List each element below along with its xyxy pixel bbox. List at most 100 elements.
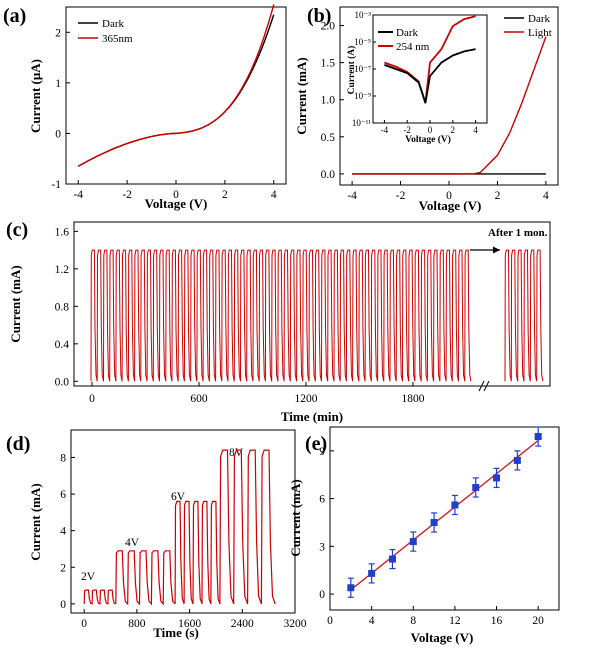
panel-e-data-point xyxy=(513,456,521,464)
panel-d-ytick-label: 0 xyxy=(60,599,66,611)
panel-c-ytick-label: 1.6 xyxy=(55,226,70,238)
panel-d-ylabel: Current (mA) xyxy=(28,483,43,560)
panel-e-ytick-label: 9 xyxy=(319,446,325,458)
panel-d-xtick-label: 800 xyxy=(128,618,146,630)
panel-a-ytick-label: 2 xyxy=(55,27,61,39)
panel-e-ytick-label: 6 xyxy=(319,494,325,506)
inset-ylabel: Current (A) xyxy=(346,46,357,95)
panel-c-xtick-label: 1200 xyxy=(295,393,318,405)
voltage-label-2v: 2V xyxy=(81,571,96,583)
series-inset-dark xyxy=(384,48,476,104)
panel-d-ytick-label: 2 xyxy=(60,562,66,574)
panel-c-xtick-label: 600 xyxy=(190,393,208,405)
inset-xtick-label: -4 xyxy=(381,125,389,135)
panel-c-frame xyxy=(73,221,551,387)
panel-e-xtick-label: 16 xyxy=(491,615,503,627)
series-d-8v xyxy=(219,449,276,605)
panel-a-ytick-label: -1 xyxy=(51,179,61,191)
panel-a-xtick-label: -2 xyxy=(122,189,132,201)
panel-a-label: (a) xyxy=(3,5,26,27)
series-a-365nm xyxy=(77,4,275,167)
axis-break-mark-2 xyxy=(483,380,490,392)
panel-e-data-point xyxy=(534,433,542,441)
panel-c-xlabel: Time (min) xyxy=(281,409,343,424)
panel-d-xtick-label: 0 xyxy=(81,618,87,630)
panel-b-xtick-label: 0 xyxy=(446,190,452,202)
panel-c-xtick-label: 1800 xyxy=(402,393,425,405)
inset-ytick-label: 10⁻⁹ xyxy=(354,91,371,101)
legend-a-dark-label: Dark xyxy=(102,18,124,30)
panel-e-xtick-label: 4 xyxy=(369,615,375,627)
panel-a-xtick-label: -4 xyxy=(73,189,83,201)
panel-e-fit-line xyxy=(350,439,539,591)
legend-b-dark-label: Dark xyxy=(528,13,550,25)
legend-a-365-label: 365nm xyxy=(102,33,133,45)
panel-e-data-point xyxy=(388,555,396,563)
panel-a-ytick-label: 0 xyxy=(55,128,61,140)
series-b-light xyxy=(352,36,547,175)
panel-e-data-point xyxy=(472,483,480,491)
panel-b-label: (b) xyxy=(307,5,331,27)
panel-c-ytick-label: 0.8 xyxy=(55,301,70,313)
inset-ytick-label: 10⁻⁵ xyxy=(354,37,371,47)
panel-b-ytick-label: 1.0 xyxy=(321,95,336,107)
panel-d-ytick-label: 6 xyxy=(60,489,66,501)
panel-b-ytick-label: 2.0 xyxy=(321,21,336,33)
inset-legend-254-label: 254 nm xyxy=(396,41,430,53)
inset-xlabel: Voltage (V) xyxy=(405,134,451,145)
panel-a-frame xyxy=(65,6,287,185)
series-c-cycles xyxy=(90,249,472,382)
panel-b-ytick-label: 0.0 xyxy=(321,169,336,181)
voltage-label-4v: 4V xyxy=(125,537,140,549)
panel-d-frame xyxy=(70,429,296,614)
panel-e-data-point xyxy=(368,569,376,577)
panel-c-ytick-label: 0.4 xyxy=(55,339,70,351)
panel-e-ytick-label: 0 xyxy=(319,589,325,601)
panel-c-ytick-label: 1.2 xyxy=(55,264,70,276)
inset-ytick-label: 10⁻¹¹ xyxy=(352,118,371,128)
panel-b-ytick-label: 0.5 xyxy=(321,132,336,144)
panel-d-xtick-label: 3200 xyxy=(284,618,307,630)
panel-e-data-point xyxy=(409,538,417,546)
panel-b-xtick-label: -2 xyxy=(396,190,406,202)
panel-d-ytick-label: 8 xyxy=(60,452,66,464)
panel-e-xtick-label: 20 xyxy=(532,615,544,627)
panel-e-xtick-label: 0 xyxy=(327,615,333,627)
inset-ytick-label: 10⁻⁷ xyxy=(354,64,371,74)
panel-e-xlabel: Voltage (V) xyxy=(411,630,474,645)
panel-d-label: (d) xyxy=(6,433,30,455)
panel-b-xtick-label: -4 xyxy=(347,190,357,202)
panel-c-ytick-label: 0.0 xyxy=(55,376,70,388)
inset-xtick-label: -2 xyxy=(403,125,411,135)
panel-e-data-point xyxy=(347,584,355,592)
panel-d-ytick-label: 4 xyxy=(60,526,66,538)
series-c-cycles-after-1mon xyxy=(504,249,544,382)
panel-c-label: (c) xyxy=(6,219,28,241)
panel-e-xtick-label: 8 xyxy=(410,615,416,627)
panel-a-ylabel: Current (μA) xyxy=(28,59,43,133)
panel-b-xlabel: Voltage (V) xyxy=(419,198,482,213)
panel-c-xtick-label: 0 xyxy=(89,393,95,405)
panel-b-ytick-label: 1.5 xyxy=(321,58,336,70)
panel-d-xtick-label: 2400 xyxy=(231,618,254,630)
panel-c-ylabel: Current (mA) xyxy=(8,265,23,342)
inset-xtick-label: 4 xyxy=(473,125,478,135)
panel-a-xlabel: Voltage (V) xyxy=(145,196,208,211)
panel-e-ylabel: Current (mA) xyxy=(288,479,303,556)
inset-ytick-label: 10⁻³ xyxy=(355,10,372,20)
legend-b-light-label: Light xyxy=(528,27,552,39)
panel-d-xlabel: Time (s) xyxy=(153,625,199,640)
panel-e-label: (e) xyxy=(305,433,327,455)
inset-legend-dark-label: Dark xyxy=(396,27,418,39)
panel-b-ylabel: Current (mA) xyxy=(294,57,309,134)
panel-c-arrowhead xyxy=(493,246,500,254)
panel-b-xtick-label: 2 xyxy=(495,190,501,202)
axis-break-mark-1 xyxy=(478,380,485,392)
panel-a-xtick-label: 0 xyxy=(173,189,179,201)
panel-e-frame xyxy=(329,426,560,611)
series-d-4v xyxy=(115,550,176,606)
voltage-label-6v: 6V xyxy=(171,491,186,503)
panel-d-xtick-label: 1600 xyxy=(178,618,201,630)
panel-a-ytick-label: 1 xyxy=(55,78,61,90)
